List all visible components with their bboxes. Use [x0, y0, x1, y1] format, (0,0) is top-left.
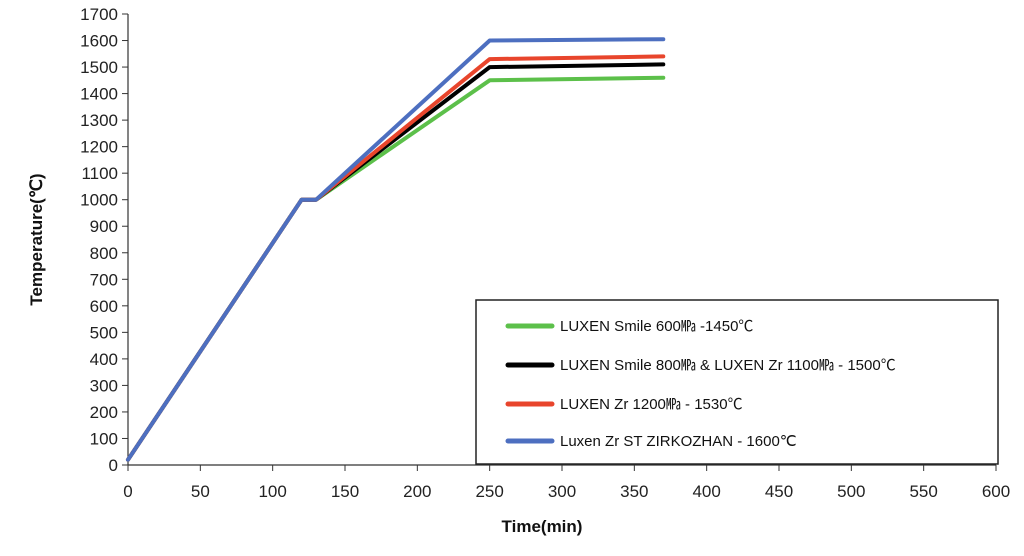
- y-tick-label: 1400: [80, 85, 118, 104]
- x-tick-label: 150: [331, 482, 359, 501]
- y-tick-label: 500: [90, 323, 118, 342]
- series-lines: [126, 37, 666, 462]
- x-axis-title: Time(min): [502, 517, 583, 536]
- x-tick-label: 100: [258, 482, 286, 501]
- y-tick-label: 100: [90, 429, 118, 448]
- x-tick-label: 450: [765, 482, 793, 501]
- y-tick-label: 200: [90, 403, 118, 422]
- legend: LUXEN Smile 600㎫ -1450℃ LUXEN Smile 800㎫ …: [475, 299, 999, 465]
- y-tick-label: 300: [90, 376, 118, 395]
- x-tick-label: 400: [692, 482, 720, 501]
- y-tick-label: 0: [109, 456, 118, 475]
- x-tick-label: 50: [191, 482, 210, 501]
- x-tick-label: 250: [475, 482, 503, 501]
- legend-label: LUXEN Smile 800㎫ & LUXEN Zr 1100㎫ - 1500…: [560, 357, 896, 374]
- x-tick-label: 550: [909, 482, 937, 501]
- legend-label: LUXEN Smile 600㎫ -1450℃: [560, 318, 753, 335]
- y-axis-title: Temperature(℃): [27, 173, 46, 305]
- x-axis: 0 50 100 150 200 250 300 350 400 450 500 550 600: [123, 464, 1010, 501]
- x-tick-label: 600: [982, 482, 1010, 501]
- y-tick-label: 900: [90, 217, 118, 236]
- y-tick-label: 1600: [80, 32, 118, 51]
- y-tick-label: 1500: [80, 58, 118, 77]
- y-tick-label: 1300: [80, 111, 118, 130]
- x-tick-label: 350: [620, 482, 648, 501]
- series-line-3: [126, 37, 666, 462]
- x-tick-label: 200: [403, 482, 431, 501]
- legend-label: Luxen Zr ST ZIRKOZHAN - 1600℃: [560, 433, 797, 450]
- x-tick-label: 500: [837, 482, 865, 501]
- y-tick-label: 1000: [80, 191, 118, 210]
- legend-box: [475, 299, 999, 465]
- x-tick-label: 0: [123, 482, 132, 501]
- y-tick-label: 1100: [81, 164, 118, 183]
- y-tick-label: 600: [90, 297, 118, 316]
- y-tick-label: 400: [90, 350, 118, 369]
- y-tick-label: 800: [90, 244, 118, 263]
- legend-label: LUXEN Zr 1200㎫ - 1530℃: [560, 396, 743, 413]
- y-tick-label: 700: [90, 270, 118, 289]
- y-axis: 0 100 200 300 400 500 600 700 800 900 1000 1100 1200…: [80, 5, 129, 475]
- x-tick-label: 300: [548, 482, 576, 501]
- y-tick-label: 1200: [80, 138, 118, 157]
- y-tick-label: 1700: [80, 5, 118, 24]
